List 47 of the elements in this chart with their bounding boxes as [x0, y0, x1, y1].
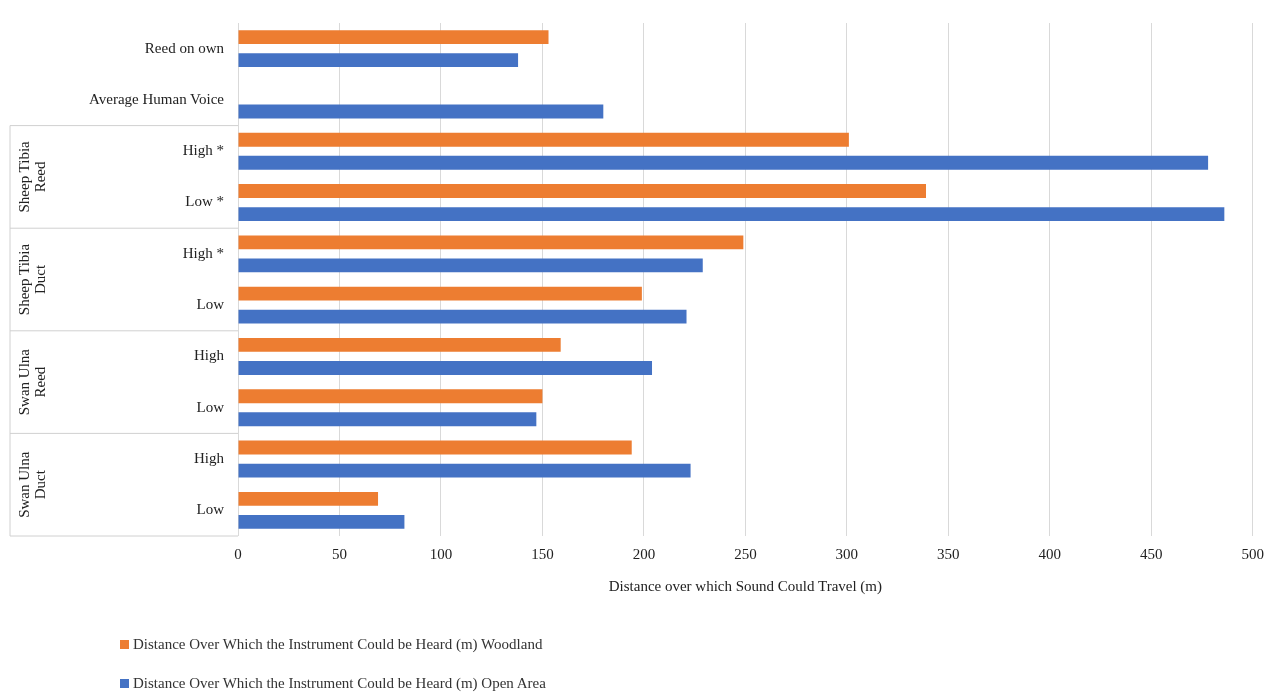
bar: [238, 286, 642, 301]
y-tick-label: High *: [182, 142, 224, 159]
bar: [238, 258, 703, 273]
bar: [238, 440, 632, 455]
legend-label: Distance Over Which the Instrument Could be Heard (m) Woodland: [133, 636, 543, 653]
x-tick-label: 50: [331, 545, 347, 562]
x-tick-label: 250: [734, 545, 757, 562]
bar: [238, 184, 926, 198]
bar: [238, 412, 537, 427]
x-axis-title: Distance over which Sound Could Travel (m): [608, 577, 883, 595]
x-tick-label: 150: [531, 545, 554, 562]
x-tick-label: 300: [835, 545, 859, 562]
x-tick-label: 100: [429, 545, 453, 562]
legend-label: Distance Over Which the Instrument Could be Heard (m) Open Area: [133, 675, 546, 692]
bar: [238, 389, 543, 404]
x-tick-label: 200: [632, 545, 656, 562]
x-tick-label: 500: [1241, 545, 1264, 562]
y-tick-label: High *: [182, 244, 224, 261]
x-tick-label: 400: [1038, 545, 1062, 562]
text: Sheep Tibia Reed: [15, 140, 48, 213]
bar: [238, 361, 653, 375]
y-tick-label: Reed on own: [144, 39, 225, 56]
x-tick-label: 0: [234, 545, 242, 562]
bar: [238, 30, 549, 45]
bar: [238, 132, 849, 147]
x-tick-label: 450: [1140, 545, 1163, 562]
text: Swan Ulna Duct: [15, 451, 48, 518]
bar: [238, 337, 561, 352]
text: Sheep Tibia Duct: [15, 243, 48, 316]
bar: [238, 53, 519, 68]
bar: [238, 104, 604, 119]
x-tick-label: 350: [937, 545, 960, 562]
bar: [238, 514, 405, 529]
y-tick-label: High: [194, 347, 225, 364]
bar: [238, 155, 1209, 170]
bar: [238, 235, 744, 250]
y-tick-label: Low: [196, 296, 225, 313]
bar: [238, 491, 379, 506]
y-tick-label: Low: [196, 398, 225, 415]
y-tick-label: Average Human Voice: [89, 90, 225, 107]
bar: [238, 463, 691, 478]
y-tick-label: Low: [196, 501, 225, 518]
bar: [238, 207, 1225, 222]
y-tick-label: High: [194, 449, 225, 466]
text: Swan Ulna Reed: [15, 348, 48, 416]
bar: [238, 309, 687, 324]
y-tick-label: Low *: [185, 193, 224, 210]
